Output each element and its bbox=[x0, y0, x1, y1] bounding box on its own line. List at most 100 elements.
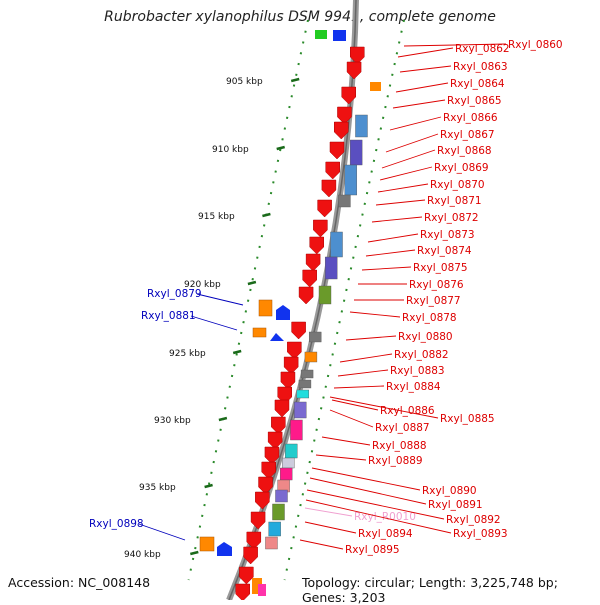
gene-arrow-forward bbox=[271, 416, 286, 435]
gene-label: Rxyl_0875 bbox=[413, 262, 468, 274]
gene-arrow-forward bbox=[329, 141, 345, 160]
gene-arrow-forward bbox=[246, 531, 262, 550]
kbp-label: 935 kbp bbox=[139, 483, 176, 493]
leader-line bbox=[331, 399, 379, 411]
gene-block bbox=[338, 194, 351, 208]
kbp-tick bbox=[290, 77, 300, 83]
gene-label: Rxyl_0898 bbox=[89, 518, 144, 530]
gene-label: Rxyl_0887 bbox=[375, 422, 430, 434]
kbp-tick bbox=[262, 212, 271, 218]
gene-label: Rxyl_0870 bbox=[430, 179, 485, 191]
kbp-label: 920 kbp bbox=[184, 280, 221, 290]
gene-block bbox=[318, 285, 332, 305]
gene-arrow-reverse bbox=[270, 333, 284, 341]
gene-block-reverse bbox=[252, 327, 267, 338]
leader-line bbox=[403, 43, 507, 47]
gene-label: Rxyl_0868 bbox=[437, 145, 492, 157]
kbp-tick bbox=[218, 416, 228, 422]
gene-arrow-forward bbox=[264, 446, 280, 465]
kbp-tick bbox=[190, 550, 199, 556]
kbp-label: 905 kbp bbox=[226, 77, 263, 87]
gene-arrow-forward bbox=[346, 61, 362, 80]
leader-line bbox=[190, 315, 238, 331]
gene-arrow-forward bbox=[283, 356, 299, 375]
gene-block bbox=[308, 331, 322, 343]
gene-label: Rxyl_0881 bbox=[141, 310, 196, 322]
leader-line bbox=[321, 436, 371, 446]
gene-arrow-forward bbox=[235, 583, 250, 600]
kbp-tick bbox=[276, 145, 286, 151]
gene-block bbox=[344, 164, 358, 196]
leader-line bbox=[299, 539, 344, 550]
gene-arrow-forward bbox=[280, 371, 296, 390]
gene-block bbox=[349, 139, 363, 166]
outer-dotted-track-right bbox=[283, 19, 405, 581]
leader-line bbox=[345, 335, 397, 341]
leader-line bbox=[381, 149, 436, 169]
gene-label: Rxyl_0860 bbox=[508, 39, 563, 51]
gene-arrow-forward bbox=[250, 511, 266, 530]
gene-arrow-forward bbox=[341, 86, 356, 105]
gene-label: Rxyl_0865 bbox=[447, 95, 502, 107]
gene-block bbox=[272, 503, 285, 521]
gene-arrow-forward bbox=[334, 121, 349, 140]
kbp-tick bbox=[247, 280, 257, 286]
gene-block bbox=[279, 467, 293, 481]
leader-line bbox=[304, 521, 357, 534]
gene-block bbox=[282, 457, 295, 469]
gene-block bbox=[294, 401, 307, 419]
gene-arrow-forward bbox=[267, 431, 283, 450]
kbp-label: 915 kbp bbox=[198, 212, 235, 222]
leader-line bbox=[305, 499, 452, 534]
feature-layer bbox=[199, 30, 381, 600]
gene-label: Rxyl_0874 bbox=[417, 245, 472, 257]
gene-label: Rxyl_0880 bbox=[398, 331, 453, 343]
gene-arrow-forward bbox=[350, 46, 365, 65]
gene-block bbox=[290, 419, 303, 441]
leader-line bbox=[329, 396, 439, 419]
leader-line bbox=[309, 477, 427, 505]
gene-label: Rxyl_0873 bbox=[420, 229, 475, 241]
kbp-label: 940 kbp bbox=[124, 550, 161, 560]
gene-label: Rxyl_0890 bbox=[422, 485, 477, 497]
gene-label: Rxyl_0891 bbox=[428, 499, 483, 511]
leader-line bbox=[365, 249, 416, 257]
leader-line bbox=[304, 507, 353, 517]
kbp-label: 930 kbp bbox=[154, 416, 191, 426]
leader-line bbox=[397, 47, 454, 58]
leader-line bbox=[138, 523, 186, 541]
left-gene-labels: Rxyl_0879 Rxyl_0881 Rxyl_0898 bbox=[89, 288, 244, 541]
gene-label: Rxyl_0872 bbox=[424, 212, 479, 224]
gene-block bbox=[355, 114, 368, 138]
gene-label: Rxyl_0867 bbox=[440, 129, 495, 141]
leader-line bbox=[392, 99, 446, 109]
leader-line bbox=[367, 233, 419, 243]
kbp-tick bbox=[204, 483, 213, 489]
gene-block bbox=[333, 30, 346, 41]
gene-label: Rxyl_0878 bbox=[402, 312, 457, 324]
outer-dotted-track-left bbox=[187, 19, 309, 581]
gene-arrow-forward bbox=[305, 253, 321, 272]
gene-label: Rxyl_0882 bbox=[394, 349, 449, 361]
map-title: Rubrobacter xylanophilus DSM 9941, compl… bbox=[104, 9, 496, 25]
kbp-label: 925 kbp bbox=[169, 349, 206, 359]
gene-arrow-forward bbox=[255, 491, 270, 510]
gene-label: Rxyl_0862 bbox=[455, 43, 510, 55]
leader-line bbox=[337, 369, 389, 377]
gene-arrow-forward bbox=[291, 321, 306, 340]
gene-block bbox=[324, 256, 338, 280]
leader-line bbox=[379, 166, 433, 181]
gene-block bbox=[285, 443, 298, 459]
leader-line bbox=[196, 293, 244, 306]
gene-block bbox=[304, 351, 318, 363]
leader-line bbox=[315, 454, 367, 461]
gene-label: Rxyl_0893 bbox=[453, 528, 508, 540]
leader-line bbox=[306, 489, 445, 520]
kbp-tick bbox=[232, 349, 242, 355]
kbp-label: 910 kbp bbox=[212, 145, 249, 155]
gene-arrow-forward bbox=[325, 161, 340, 180]
gene-block bbox=[275, 489, 288, 503]
gene-block-reverse bbox=[199, 536, 215, 552]
gene-arrow-forward bbox=[274, 399, 290, 418]
gene-label: Rxyl_0871 bbox=[427, 195, 482, 207]
